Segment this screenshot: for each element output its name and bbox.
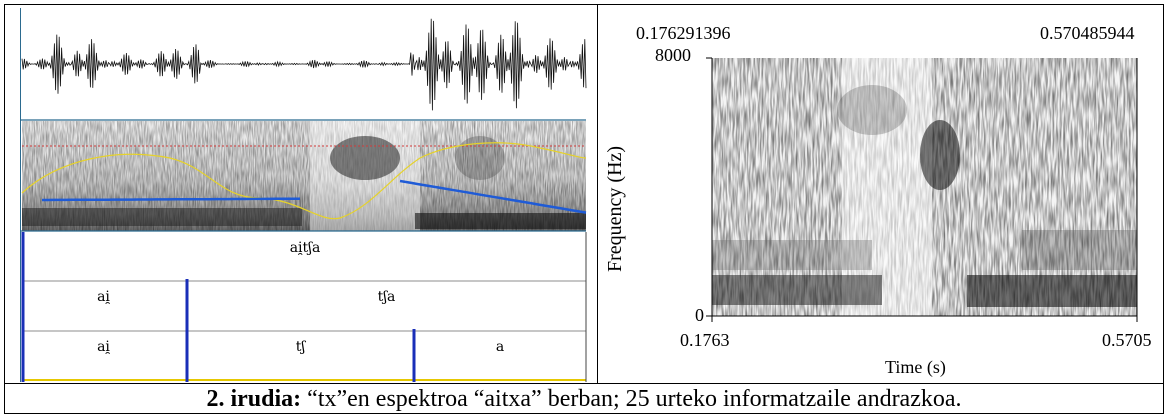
caption-text: “tx”en espektroa “aitxa” berban; 25 urte… xyxy=(301,386,962,412)
tier2-label-2: tʃa xyxy=(377,289,396,305)
tier3-label-3: a xyxy=(495,339,505,355)
caption-divider xyxy=(4,383,1164,384)
tier2-label-1: ai̯ xyxy=(97,289,110,305)
praat-composite xyxy=(20,8,587,382)
caption-number: 2. irudia: xyxy=(206,386,302,412)
waveform xyxy=(20,8,587,382)
figure-caption: 2. irudia: “tx”en espektroa “aitxa” berb… xyxy=(4,385,1164,414)
tier3-label-1: ai̯ xyxy=(97,339,110,355)
x-left-label: 0.1763 xyxy=(680,330,730,350)
time-top-left: 0.176291396 xyxy=(636,23,731,43)
y-axis-label: Frequency (Hz) xyxy=(604,145,626,272)
tier1-label: ai̯tʃa xyxy=(289,240,321,256)
x-axis-label: Time (s) xyxy=(885,357,946,377)
spectrogram-image xyxy=(706,57,1138,322)
tier3-label-2: tʃ xyxy=(295,339,306,355)
x-right-label: 0.5705 xyxy=(1102,330,1152,350)
time-top-right: 0.570485944 xyxy=(1040,23,1135,43)
y-min-label: 0 xyxy=(695,305,704,325)
praat-spectrogram xyxy=(20,121,587,232)
textgrid xyxy=(21,232,587,382)
panel-divider xyxy=(597,4,598,384)
y-max-label: 8000 xyxy=(655,45,691,65)
figure-frame xyxy=(4,4,1164,414)
